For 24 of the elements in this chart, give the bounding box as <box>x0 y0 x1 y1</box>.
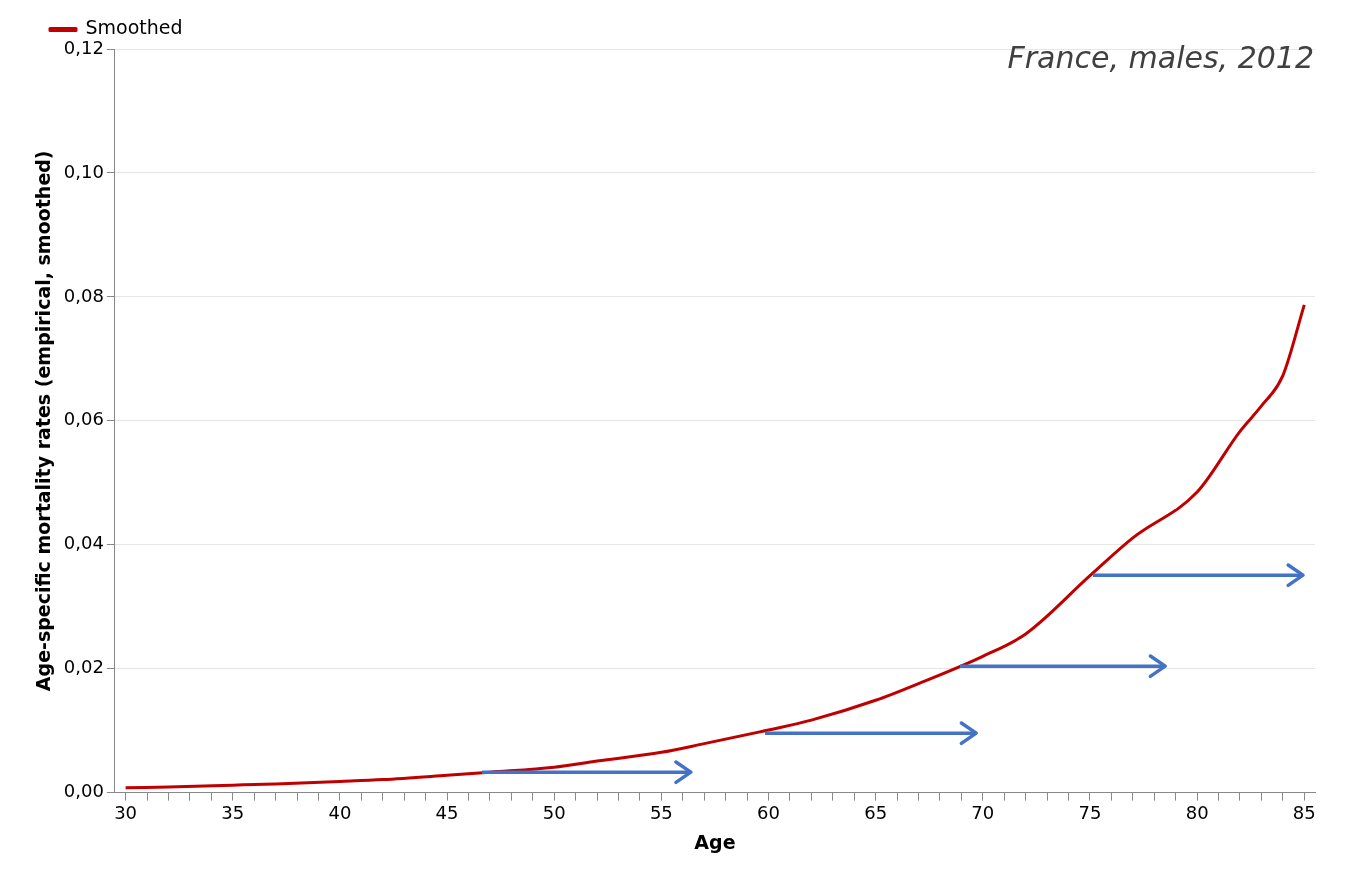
x-tick-label: 85 <box>1292 802 1316 824</box>
y-tick-label: 0,00 <box>63 780 104 802</box>
x-tick-label: 60 <box>757 802 780 824</box>
x-tick-label: 55 <box>649 802 673 824</box>
x-axis-title: Age <box>694 830 736 853</box>
y-tick-label: 0,04 <box>63 532 104 554</box>
y-axis-title: Age-specific mortality rates (empirical, smoothed) <box>32 150 55 692</box>
legend-label: Smoothed <box>85 16 183 39</box>
y-tick-label: 0,02 <box>63 656 104 678</box>
x-tick-label: 80 <box>1185 802 1209 824</box>
x-tick-label: 30 <box>114 802 138 824</box>
line-series <box>124 303 1306 790</box>
x-tick-label: 50 <box>542 802 566 824</box>
y-tick-label: 0,12 <box>63 36 104 58</box>
x-tick-label: 35 <box>221 802 245 824</box>
x-tick-label: 70 <box>971 802 995 824</box>
y-tick-label: 0,06 <box>63 408 104 430</box>
x-tick-label: 75 <box>1078 802 1102 824</box>
y-tick-label: 0,08 <box>63 284 104 306</box>
y-tick-label: 0,10 <box>63 160 104 182</box>
x-tick-label: 45 <box>435 802 459 824</box>
x-tick-label: 65 <box>864 802 888 824</box>
chart-title: France, males, 2012 <box>1007 40 1314 75</box>
x-tick-label: 40 <box>328 802 352 824</box>
